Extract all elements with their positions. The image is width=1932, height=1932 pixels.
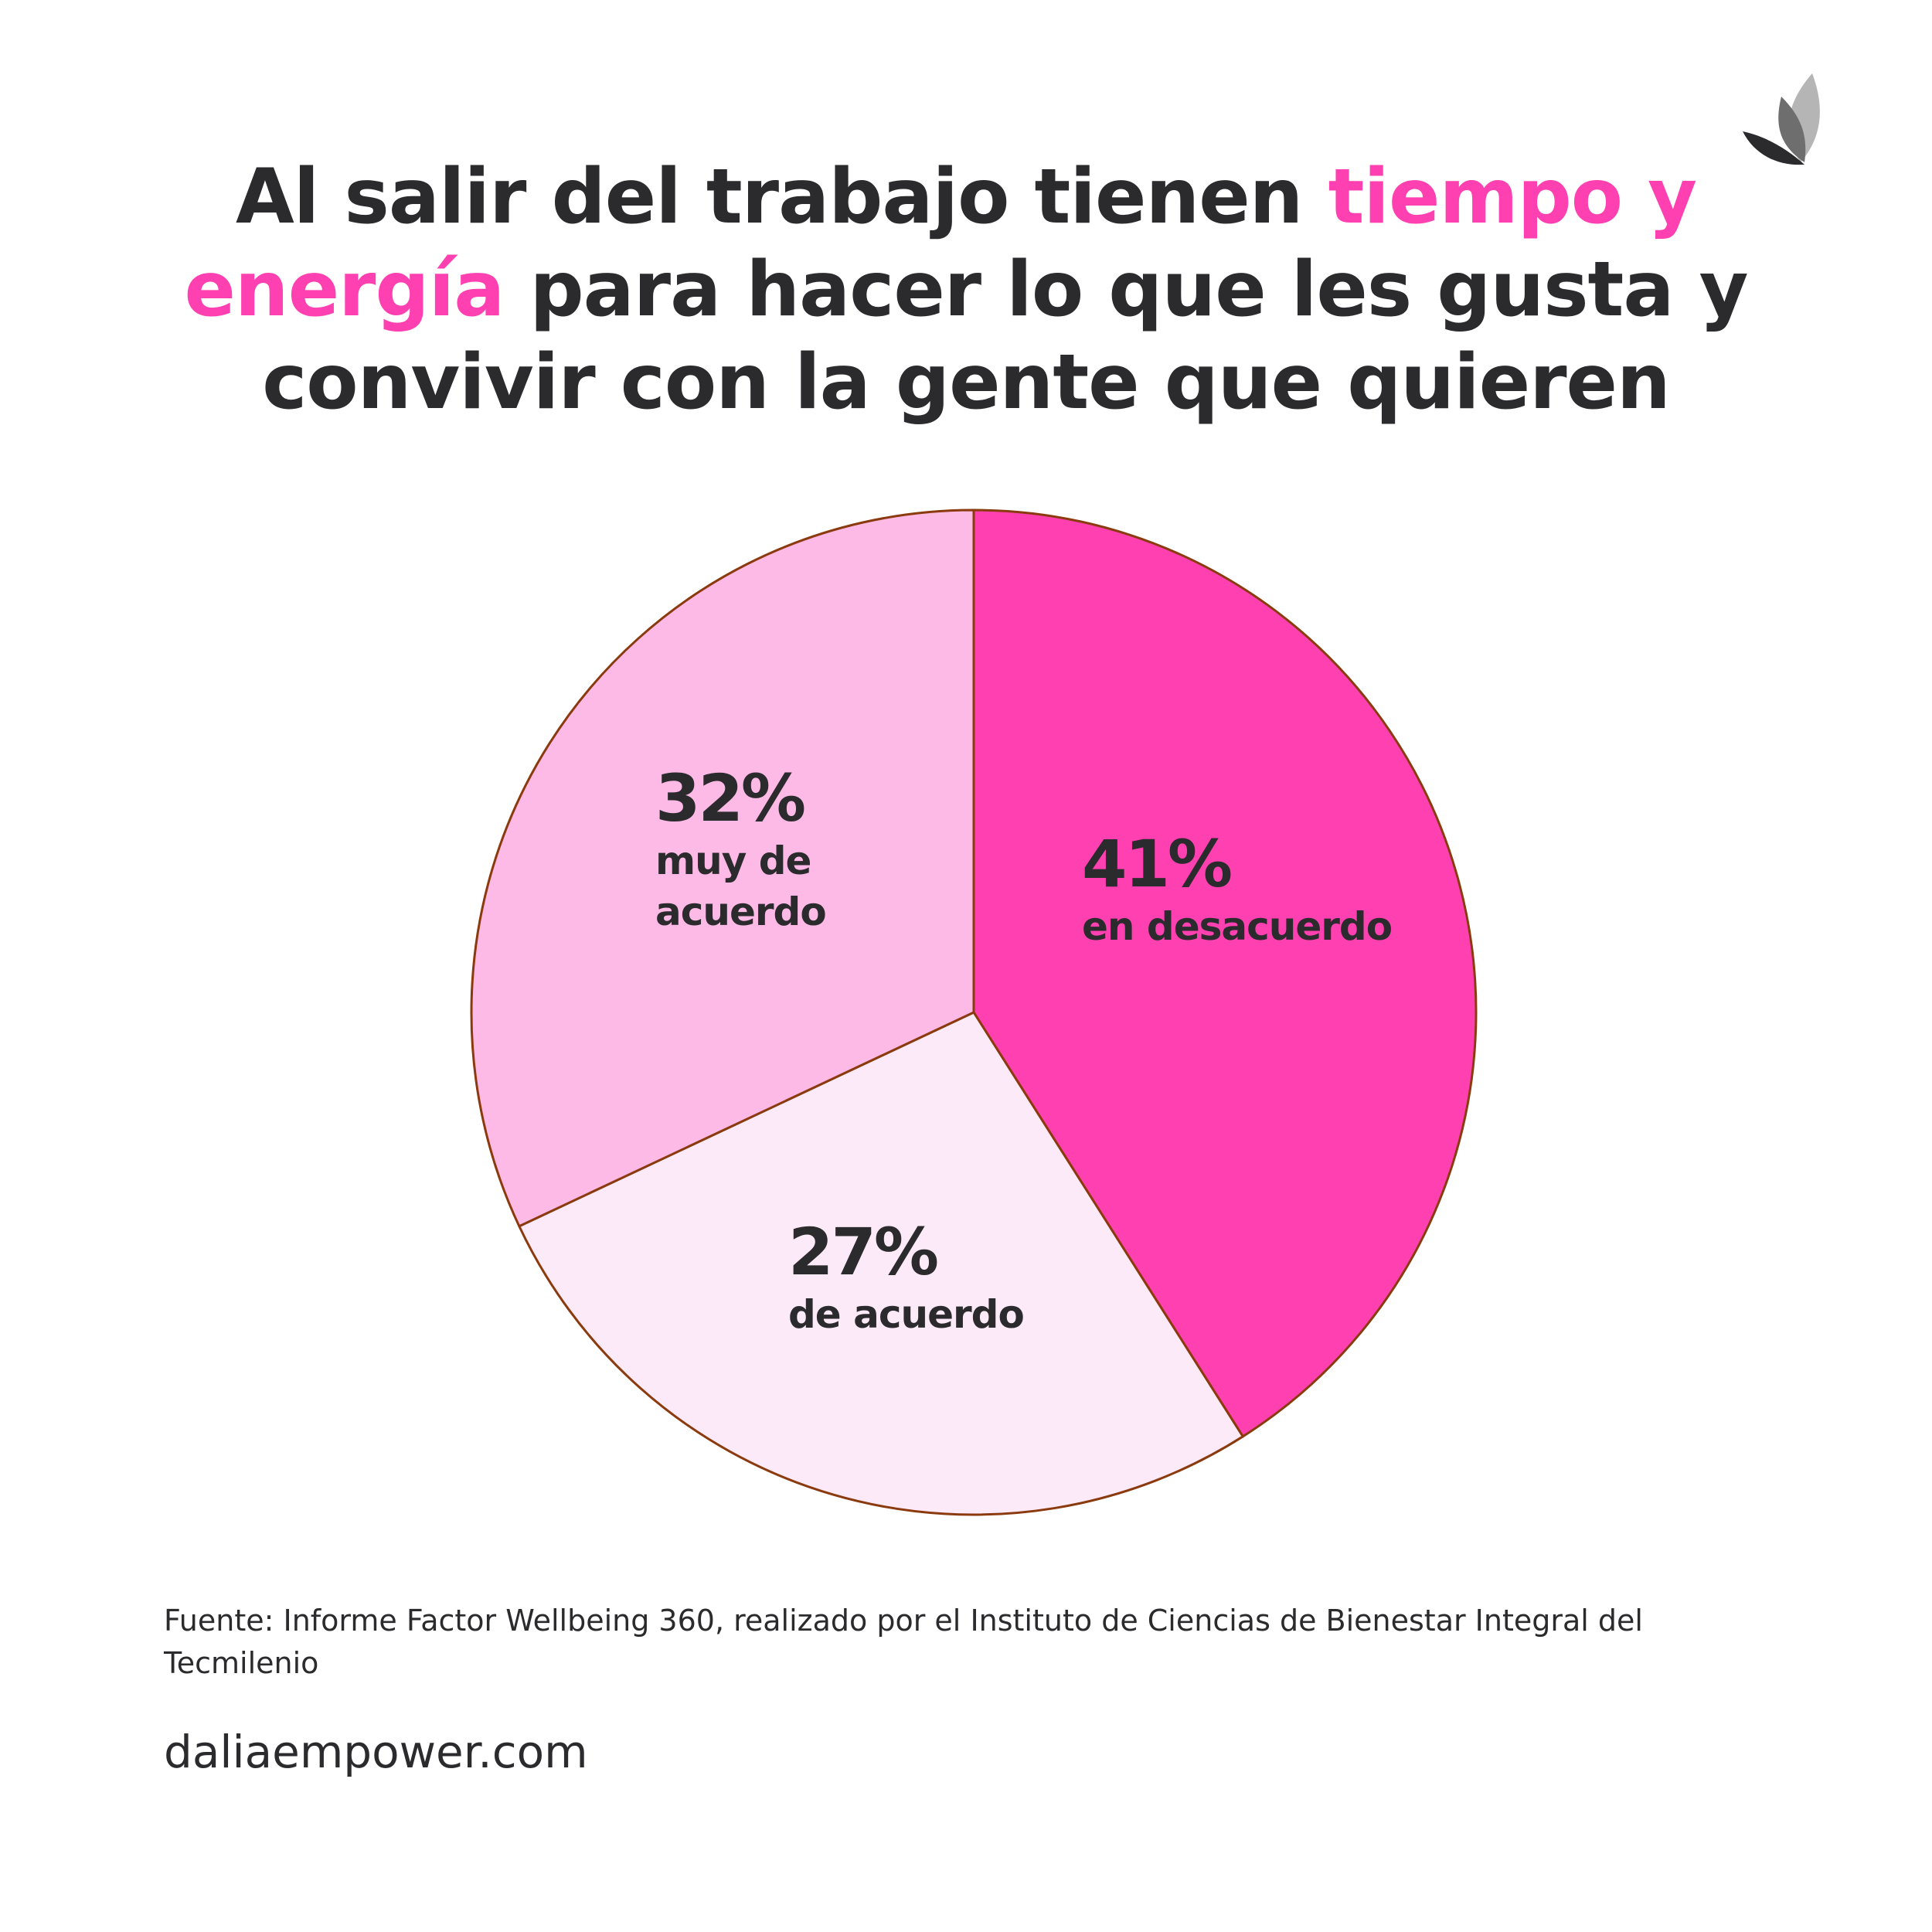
slice-label-muy-de-acuerdo: 32% muy de acuerdo <box>655 761 887 937</box>
title-text-1: Al salir del trabajo tienen <box>235 153 1328 241</box>
pie-slice-muy-de-acuerdo <box>470 509 975 1228</box>
slice-category: en desacuerdo <box>1082 904 1393 949</box>
title-text-2: para hacer lo que les gusta y convivir c… <box>262 246 1748 427</box>
lotus-petals-icon <box>1743 73 1820 165</box>
pie-slice-de-acuerdo <box>518 1011 1244 1516</box>
pie-chart <box>470 509 1478 1516</box>
slice-category: de acuerdo <box>788 1292 1025 1337</box>
slice-category-line-2: acuerdo <box>655 889 827 934</box>
slice-label-en-desacuerdo: 41% en desacuerdo <box>1082 826 1393 952</box>
slice-percent: 27% <box>788 1214 939 1290</box>
website-url: daliaempower.com <box>164 1726 588 1778</box>
logo-petal-dark <box>1743 131 1804 165</box>
slice-percent: 41% <box>1082 826 1233 902</box>
logo-petal-mid <box>1778 97 1806 162</box>
slice-label-de-acuerdo: 27% de acuerdo <box>788 1214 1025 1340</box>
chart-title: Al salir del trabajo tienen tiempo y ener… <box>116 151 1816 429</box>
slice-percent: 32% <box>655 760 806 836</box>
title-highlight-2: energía <box>184 246 505 334</box>
source-note: Fuente: Informe Factor Wellbeing 360, re… <box>164 1604 1643 1680</box>
title-highlight-1: tiempo y <box>1328 153 1697 241</box>
slice-category-line-1: muy de <box>655 838 811 883</box>
pie-slice-en-desacuerdo <box>972 509 1478 1438</box>
